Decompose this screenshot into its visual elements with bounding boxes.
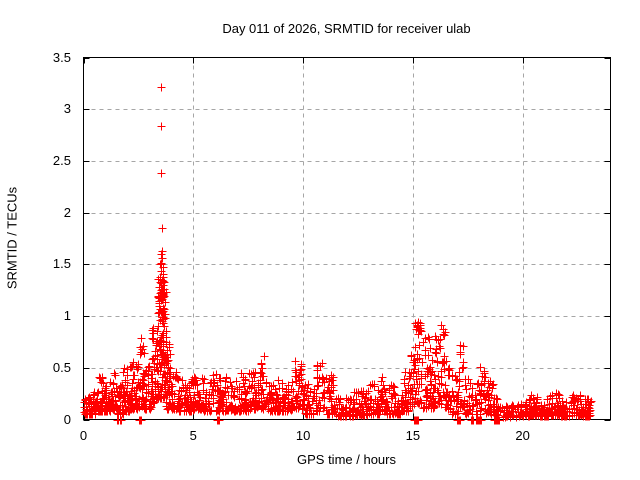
y-tick-label: 2 (63, 204, 71, 220)
x-tick-label: 10 (295, 428, 311, 443)
x-tick-label: 15 (405, 428, 421, 443)
y-tick-label: 2.5 (52, 152, 71, 168)
y-tick-label: 0 (63, 411, 71, 427)
y-tick-label: 3.5 (52, 49, 71, 65)
x-tick-label: 0 (79, 428, 88, 443)
y-tick-label: 3 (63, 101, 71, 117)
x-tick-label: 5 (189, 428, 197, 443)
chart-title: Day 011 of 2026, SRMTID for receiver ula… (222, 21, 471, 36)
y-tick-label: 0.5 (52, 359, 71, 375)
x-axis-label: GPS time / hours (297, 452, 396, 467)
x-tick-label: 20 (515, 428, 530, 443)
y-tick-label: 1.5 (52, 256, 71, 272)
y-axis-label: SRMTID / TECUs (4, 186, 20, 290)
y-tick-label: 1 (63, 308, 71, 324)
scatter-points (80, 83, 596, 425)
